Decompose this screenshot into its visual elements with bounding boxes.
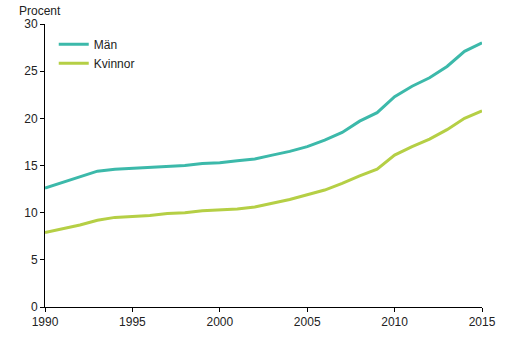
svg-text:15: 15 (24, 159, 38, 173)
svg-text:5: 5 (31, 253, 38, 267)
svg-text:30: 30 (24, 17, 38, 31)
svg-text:2015: 2015 (469, 315, 496, 329)
svg-text:Kvinnor: Kvinnor (94, 57, 135, 71)
svg-text:2000: 2000 (206, 315, 233, 329)
svg-text:1995: 1995 (119, 315, 146, 329)
svg-text:2010: 2010 (381, 315, 408, 329)
svg-text:0: 0 (31, 300, 38, 314)
svg-text:2005: 2005 (294, 315, 321, 329)
svg-text:Män: Män (94, 38, 117, 52)
svg-text:25: 25 (24, 64, 38, 78)
svg-text:10: 10 (24, 206, 38, 220)
svg-text:20: 20 (24, 112, 38, 126)
svg-text:1990: 1990 (32, 315, 59, 329)
svg-text:Procent: Procent (19, 4, 61, 18)
